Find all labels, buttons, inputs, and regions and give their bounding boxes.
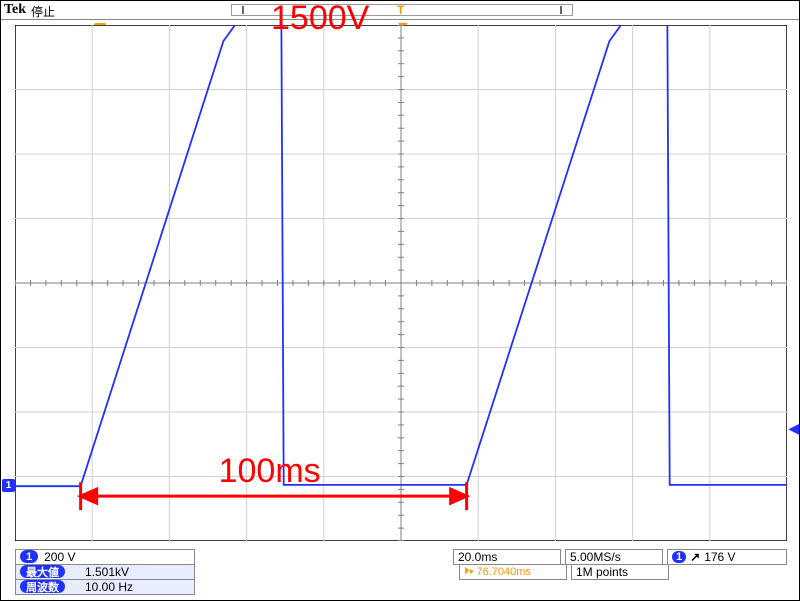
delay-icon: ⏵▸ [464,565,474,578]
channel-scale: 200 V [44,550,75,564]
trigger-t-icon: T [397,3,404,17]
trigger-source-badge: 1 [672,551,686,563]
trigger-level-icon: ◀ [788,420,799,437]
run-state: 停止 [31,3,55,20]
scope-frame: Tek 停止 T ▼ T 1 ◀ 1500V 100ms 1 200 V 20.… [0,0,800,601]
record-length: 1M points [576,565,628,579]
status-bar: 1 200 V 20.0ms 5.00MS/s 1 ↗ 176 V 最大値 1.… [15,549,787,594]
channel-ground-marker: 1 [2,479,15,492]
status-row-3: 周波数 10.00 Hz [15,579,787,594]
channel-badge: 1 [20,550,38,563]
channel-scale-box: 1 200 V [15,549,195,565]
trigger-slope-icon: ↗ [690,550,700,564]
status-row-2: 最大値 1.501kV ⏵▸ 76.7040ms 1M points [15,564,787,579]
brand-label: Tek [4,2,26,18]
record-box: 1M points [571,564,669,580]
channel-ground-label: 1 [6,480,12,491]
meas2-name: 周波数 [26,579,59,595]
annotation-time: 100ms [219,452,321,491]
sample-rate-box: 5.00MS/s [565,549,663,565]
meas2-value: 10.00 Hz [85,580,133,594]
plot-area [15,25,787,541]
timebase-scale: 20.0ms [458,550,497,564]
delay-box: ⏵▸ 76.7040ms [459,564,567,580]
meas2-box: 周波数 10.00 Hz [15,579,195,595]
meas1-value: 1.501kV [85,565,129,579]
meas1-box: 最大値 1.501kV [15,564,195,580]
meas1-badge: 最大値 [20,565,65,578]
annotation-voltage: 1500V [271,0,369,38]
meas1-name: 最大値 [26,564,59,580]
waveform-svg [15,25,787,541]
meas2-badge: 周波数 [20,580,65,593]
status-row-1: 1 200 V 20.0ms 5.00MS/s 1 ↗ 176 V [15,549,787,564]
trigger-level: 176 V [704,550,735,564]
timebase-delay: 76.7040ms [476,566,530,578]
top-bar: Tek 停止 T [1,1,799,20]
sample-rate: 5.00MS/s [570,550,621,564]
timebase-box: 20.0ms [453,549,561,565]
trigger-box: 1 ↗ 176 V [667,549,787,565]
